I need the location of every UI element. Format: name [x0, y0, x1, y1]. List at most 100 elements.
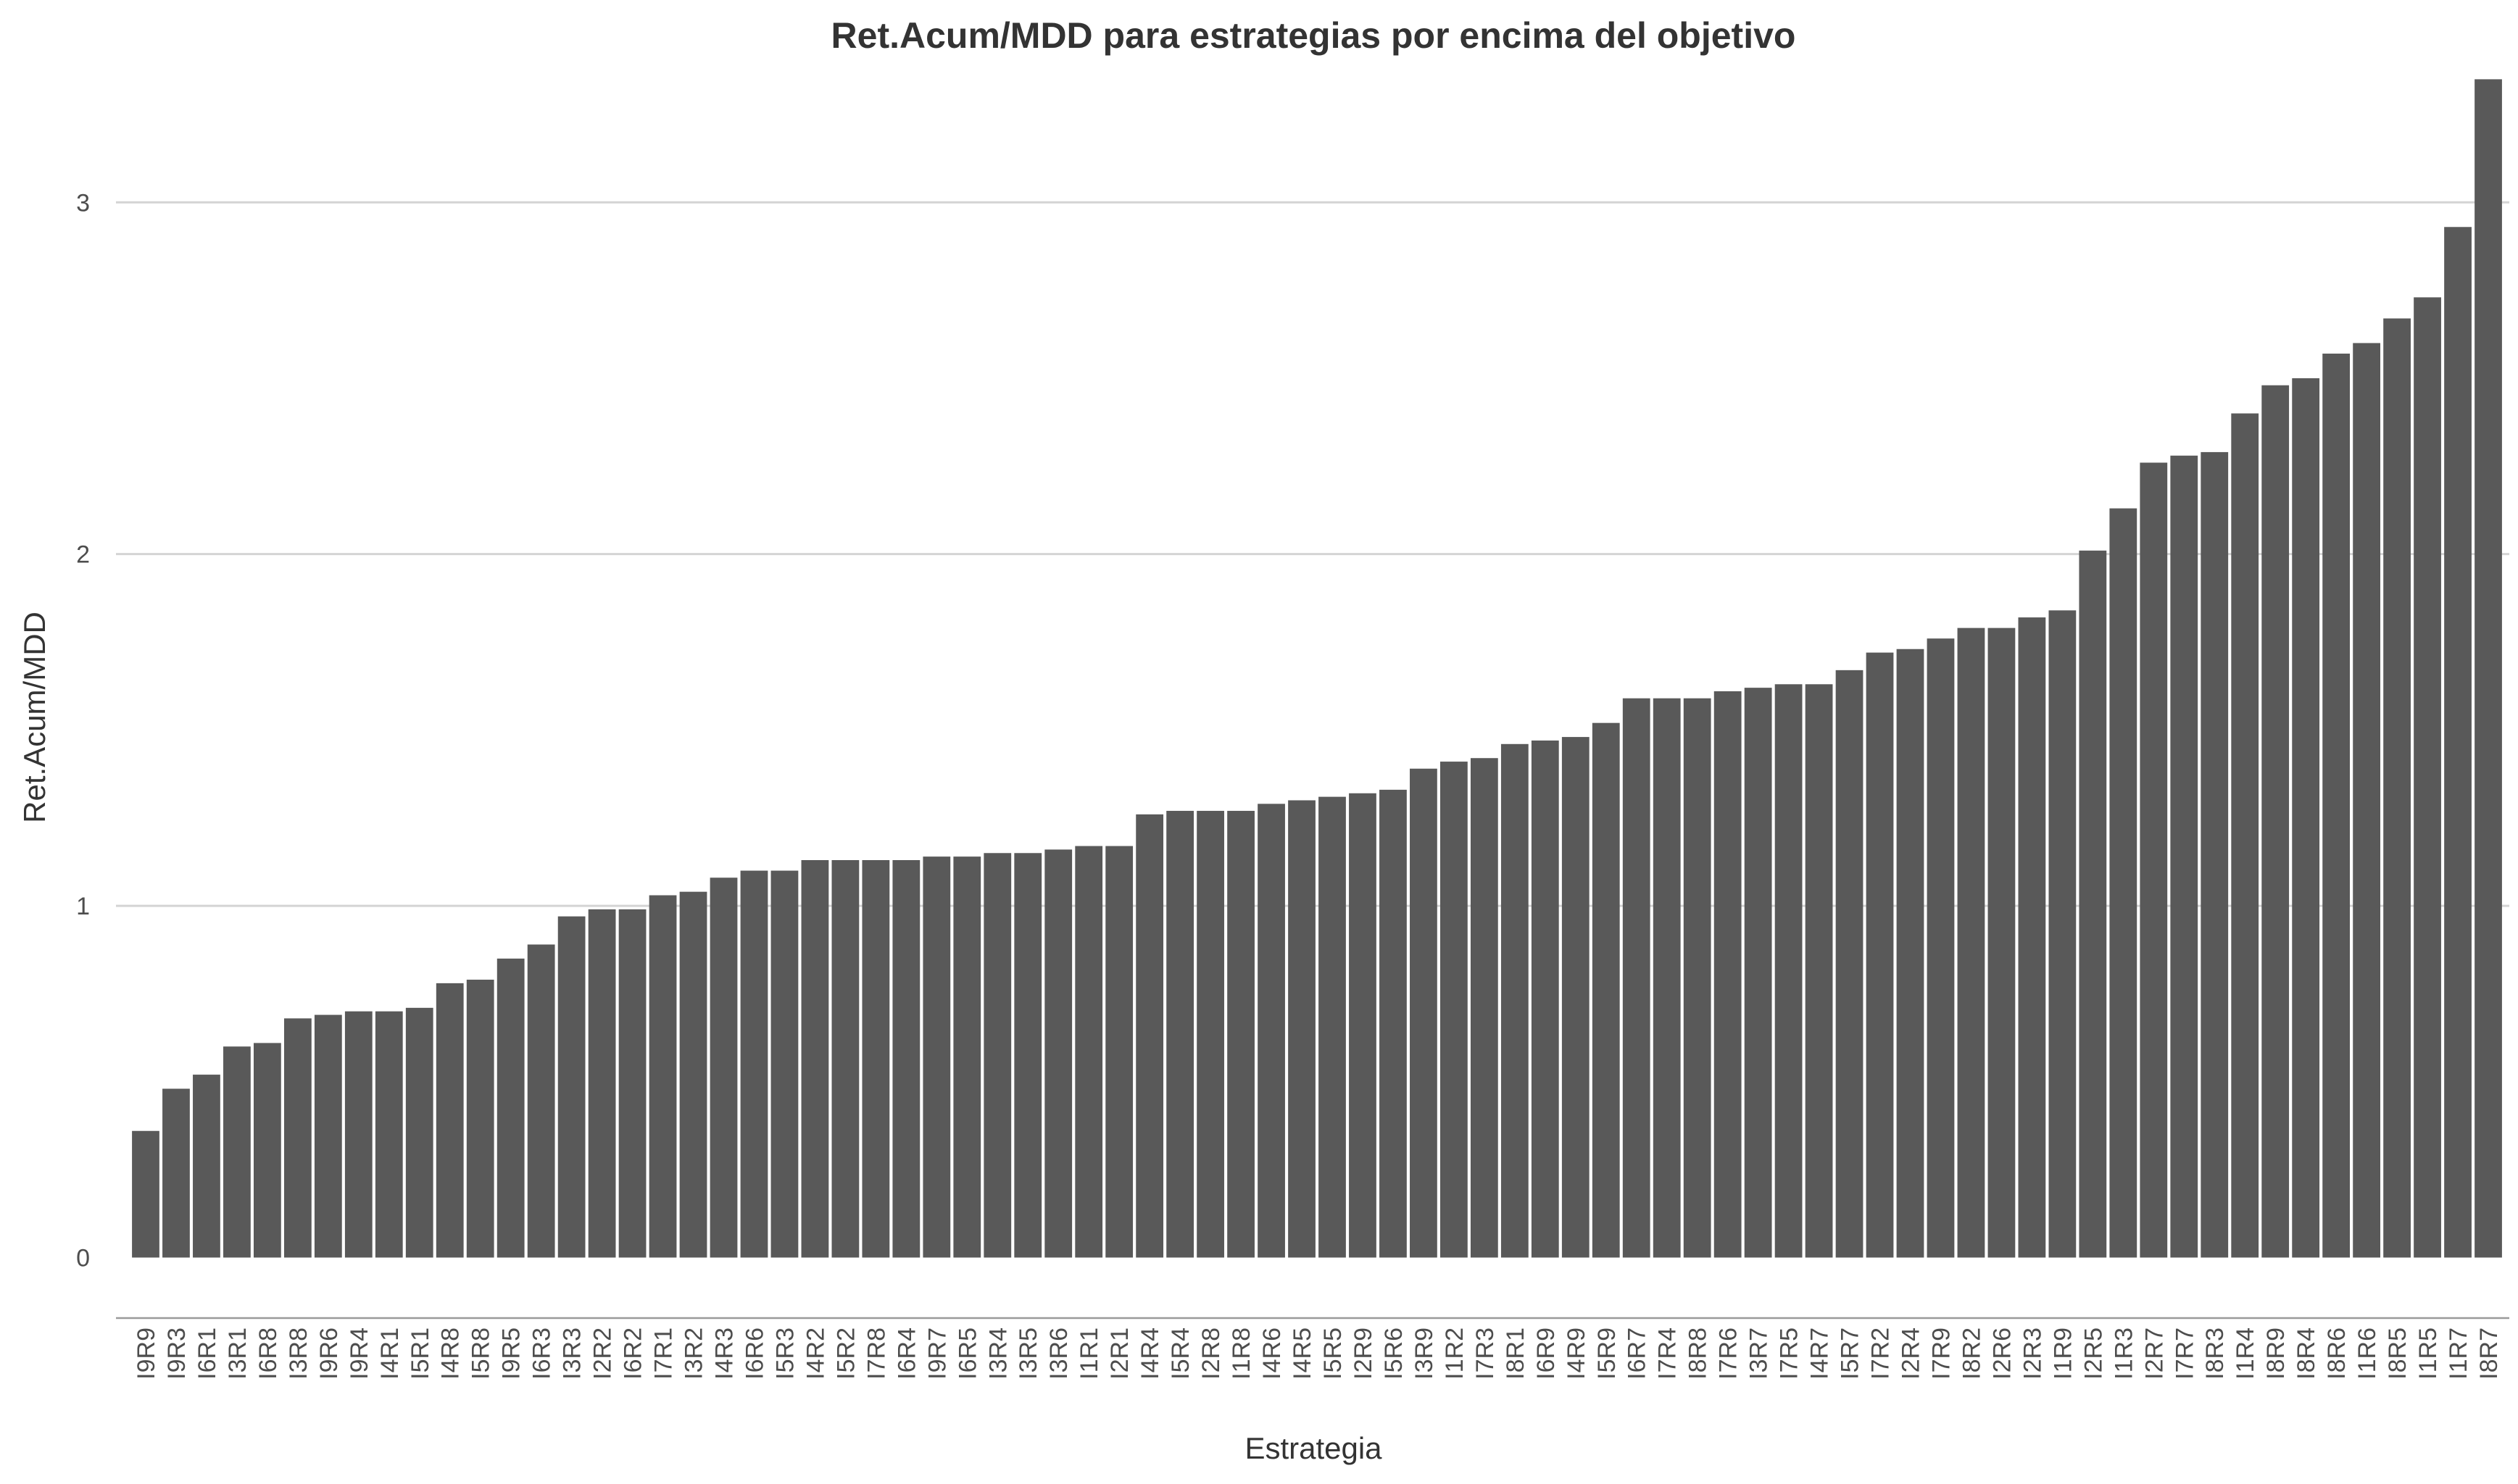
bar-I4R4 [1136, 814, 1164, 1258]
bar-I9R5 [496, 958, 525, 1258]
bar-I5R9 [1592, 722, 1620, 1258]
x-tick-label: I4R3 [711, 1327, 739, 1380]
bar-I1R5 [2414, 297, 2441, 1258]
x-tick-label: I8R7 [2475, 1327, 2503, 1380]
bar-I3R4 [984, 853, 1012, 1258]
x-tick-labels: I9R9 I9R3 I6R1 I3R1 I6R8 I3R8 I9R6 I9R4 I4R1 I5R1… [133, 1327, 2503, 1380]
bar-I9R4 [344, 1011, 373, 1258]
x-tick-label: I9R9 [133, 1327, 160, 1380]
bar-I6R9 [1531, 740, 1559, 1258]
x-tick-label: I5R7 [1837, 1327, 1864, 1380]
bar-I8R6 [2322, 354, 2351, 1258]
x-tick-label: I5R8 [468, 1327, 495, 1380]
bar-I4R6 [1258, 804, 1285, 1258]
x-tick-label: I6R1 [194, 1327, 221, 1380]
x-tick-label: I1R9 [2049, 1327, 2077, 1380]
y-tick-labels: 0 1 2 3 [76, 189, 90, 1272]
x-tick-label: I1R4 [2232, 1327, 2259, 1380]
bar-I5R2 [831, 859, 860, 1258]
bar-I7R1 [649, 895, 677, 1258]
bar-I3R7 [1744, 688, 1772, 1258]
bar-I6R5 [953, 856, 981, 1258]
bar-I8R2 [1957, 628, 1985, 1258]
bar-I6R3 [527, 944, 555, 1258]
x-tick-label: I2R3 [2019, 1327, 2046, 1380]
bar-I2R5 [2079, 550, 2107, 1258]
bar-I6R6 [740, 870, 768, 1258]
bar-I3R6 [1044, 849, 1073, 1258]
x-tick-label: I4R6 [1258, 1327, 1286, 1380]
x-tick-label: I2R8 [1197, 1327, 1225, 1380]
x-tick-label: I3R4 [984, 1327, 1012, 1380]
x-tick-label: I4R7 [1806, 1327, 1834, 1380]
bar-I4R2 [801, 859, 829, 1258]
x-tick-label: I7R1 [650, 1327, 678, 1380]
bar-I5R3 [770, 870, 799, 1258]
bar-I2R3 [2018, 617, 2046, 1258]
x-tick-label: I2R2 [589, 1327, 617, 1380]
x-tick-label: I8R1 [1502, 1327, 1529, 1380]
x-tick-label: I6R5 [954, 1327, 981, 1380]
x-tick-label: I9R7 [923, 1327, 951, 1380]
x-tick-label: I3R3 [559, 1327, 586, 1380]
bar-I2R4 [1896, 649, 1924, 1258]
x-tick-label: I6R3 [528, 1327, 556, 1380]
x-tick-label: I5R9 [1593, 1327, 1621, 1380]
x-tick-label: I4R5 [1289, 1327, 1316, 1380]
bar-I9R7 [923, 856, 951, 1258]
bar-I4R7 [1805, 684, 1833, 1258]
bar-I6R8 [253, 1043, 281, 1258]
x-tick-label: I1R3 [2110, 1327, 2137, 1380]
y-tick-label: 3 [76, 189, 90, 217]
y-tick-label: 2 [76, 541, 90, 569]
chart-title: Ret.Acum/MDD para estrategias por encima… [831, 15, 1796, 56]
x-tick-label: I6R9 [1532, 1327, 1560, 1380]
bar-I8R5 [2383, 318, 2411, 1258]
x-tick-label: I3R6 [1045, 1327, 1073, 1380]
bar-I5R4 [1166, 811, 1194, 1258]
bar-I6R1 [193, 1075, 220, 1258]
bar-I1R2 [1439, 762, 1468, 1258]
bar-I1R8 [1227, 811, 1255, 1258]
x-tick-label: I4R9 [1563, 1327, 1590, 1380]
x-tick-label: I8R9 [2262, 1327, 2290, 1380]
x-tick-label: I1R7 [2445, 1327, 2472, 1380]
bar-I1R4 [2231, 413, 2259, 1258]
bars [132, 79, 2502, 1258]
x-tick-label: I4R4 [1137, 1327, 1164, 1380]
bar-I8R3 [2201, 451, 2229, 1258]
bar-I2R8 [1197, 811, 1224, 1258]
x-tick-label: I2R5 [2079, 1327, 2107, 1380]
y-axis-title: Ret.Acum/MDD [17, 612, 51, 823]
x-tick-label: I7R3 [1471, 1327, 1499, 1380]
x-tick-label: I8R3 [2201, 1327, 2229, 1380]
bar-I5R8 [466, 980, 494, 1258]
bar-I9R6 [314, 1014, 342, 1258]
bar-I9R9 [132, 1130, 159, 1258]
bar-I3R3 [557, 916, 586, 1258]
x-tick-label: I3R9 [1410, 1327, 1438, 1380]
x-tick-label: I7R4 [1654, 1327, 1682, 1380]
x-tick-label: I5R2 [832, 1327, 860, 1380]
bar-I1R7 [2444, 227, 2472, 1258]
x-tick-label: I1R6 [2353, 1327, 2381, 1380]
bar-I7R4 [1653, 698, 1681, 1258]
bar-I6R7 [1622, 698, 1650, 1258]
x-tick-label: I9R3 [163, 1327, 191, 1380]
x-tick-label: I4R8 [437, 1327, 465, 1380]
x-tick-label: I9R6 [315, 1327, 343, 1380]
x-tick-label: I5R1 [407, 1327, 434, 1380]
bar-I7R6 [1713, 691, 1742, 1258]
bar-I8R8 [1683, 698, 1711, 1258]
x-tick-label: I2R9 [1350, 1327, 1377, 1380]
x-tick-label: I8R6 [2323, 1327, 2351, 1380]
bar-I7R5 [1774, 684, 1803, 1258]
x-tick-label: I2R7 [2140, 1327, 2168, 1380]
bar-I3R9 [1410, 768, 1437, 1258]
x-tick-label: I4R1 [376, 1327, 404, 1380]
x-tick-label: I3R8 [285, 1327, 312, 1380]
x-tick-label: I4R2 [802, 1327, 829, 1380]
x-tick-label: I6R8 [254, 1327, 282, 1380]
x-tick-label: I8R2 [1958, 1327, 1985, 1380]
